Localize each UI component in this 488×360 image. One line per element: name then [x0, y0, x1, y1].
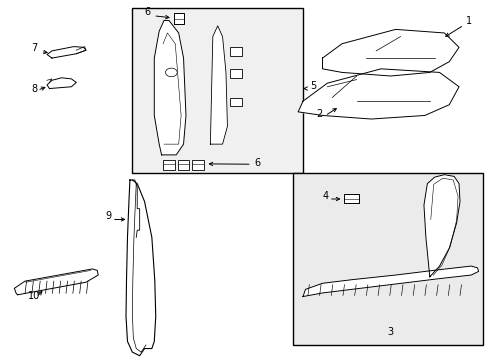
- Text: 2: 2: [316, 109, 322, 119]
- Bar: [229, 47, 242, 56]
- Bar: [293, 173, 483, 345]
- Text: 6: 6: [254, 158, 260, 168]
- Text: 8: 8: [31, 84, 38, 94]
- Bar: [229, 69, 242, 78]
- Polygon shape: [173, 13, 183, 24]
- Polygon shape: [303, 266, 478, 297]
- Text: 3: 3: [386, 327, 393, 337]
- Bar: [132, 8, 303, 173]
- Text: 5: 5: [310, 81, 316, 91]
- Text: 4: 4: [322, 191, 328, 201]
- Polygon shape: [298, 69, 458, 119]
- Polygon shape: [154, 21, 185, 155]
- Text: 10: 10: [27, 291, 40, 301]
- Polygon shape: [47, 46, 86, 58]
- Circle shape: [165, 68, 177, 77]
- Polygon shape: [344, 194, 358, 203]
- Polygon shape: [126, 180, 156, 356]
- Text: 7: 7: [31, 43, 38, 53]
- Text: 1: 1: [466, 16, 471, 26]
- Polygon shape: [210, 26, 227, 144]
- Text: 6: 6: [144, 7, 150, 17]
- Bar: [229, 98, 242, 107]
- Text: 9: 9: [105, 211, 111, 221]
- Polygon shape: [47, 78, 76, 89]
- Bar: [163, 159, 174, 170]
- Polygon shape: [423, 175, 459, 277]
- Polygon shape: [14, 269, 98, 295]
- Polygon shape: [322, 30, 458, 76]
- Bar: [177, 159, 189, 170]
- Bar: [192, 159, 203, 170]
